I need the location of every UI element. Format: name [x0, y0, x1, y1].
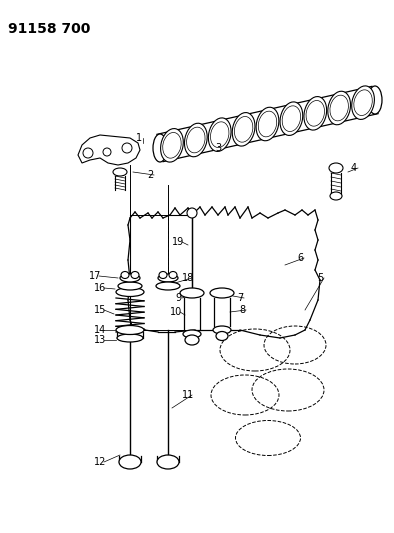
Ellipse shape: [180, 288, 204, 298]
Ellipse shape: [232, 112, 255, 146]
Ellipse shape: [131, 271, 139, 279]
Ellipse shape: [216, 332, 228, 341]
Polygon shape: [78, 135, 140, 165]
Text: 18: 18: [182, 273, 194, 283]
Circle shape: [187, 208, 197, 218]
Ellipse shape: [156, 282, 180, 290]
Ellipse shape: [161, 128, 183, 162]
Ellipse shape: [117, 334, 143, 342]
Text: 4: 4: [351, 163, 357, 173]
Text: 2: 2: [147, 170, 153, 180]
Ellipse shape: [208, 118, 231, 151]
Ellipse shape: [169, 271, 177, 279]
Text: 14: 14: [94, 325, 106, 335]
Ellipse shape: [328, 91, 351, 125]
Text: 3: 3: [215, 143, 221, 153]
Ellipse shape: [184, 123, 207, 157]
Ellipse shape: [159, 271, 167, 279]
Ellipse shape: [185, 335, 199, 345]
Text: 12: 12: [94, 457, 106, 467]
Circle shape: [122, 143, 132, 153]
Ellipse shape: [157, 455, 179, 469]
Ellipse shape: [304, 96, 327, 130]
Text: 10: 10: [170, 307, 182, 317]
Text: 6: 6: [297, 253, 303, 263]
Text: 91158 700: 91158 700: [8, 22, 90, 36]
Text: 9: 9: [175, 293, 181, 303]
Ellipse shape: [368, 86, 382, 114]
Text: 1: 1: [136, 133, 142, 143]
Ellipse shape: [158, 274, 178, 282]
Text: 13: 13: [94, 335, 106, 345]
Text: 19: 19: [172, 237, 184, 247]
Text: 8: 8: [239, 305, 245, 315]
Ellipse shape: [116, 326, 144, 335]
Ellipse shape: [153, 134, 167, 162]
Ellipse shape: [330, 192, 342, 200]
Ellipse shape: [329, 163, 343, 173]
Ellipse shape: [213, 326, 231, 334]
Ellipse shape: [280, 102, 303, 135]
Ellipse shape: [210, 288, 234, 298]
Text: 5: 5: [317, 273, 323, 283]
Ellipse shape: [120, 274, 140, 282]
Text: 11: 11: [182, 390, 194, 400]
Text: 17: 17: [89, 271, 101, 281]
Text: 7: 7: [237, 293, 243, 303]
Text: 16: 16: [94, 283, 106, 293]
Ellipse shape: [121, 271, 129, 279]
Circle shape: [83, 148, 93, 158]
Ellipse shape: [119, 455, 141, 469]
Ellipse shape: [116, 287, 144, 296]
Ellipse shape: [118, 282, 142, 290]
Ellipse shape: [113, 168, 127, 176]
Ellipse shape: [256, 107, 279, 141]
Ellipse shape: [352, 86, 374, 119]
Text: 15: 15: [94, 305, 106, 315]
Ellipse shape: [183, 330, 201, 338]
